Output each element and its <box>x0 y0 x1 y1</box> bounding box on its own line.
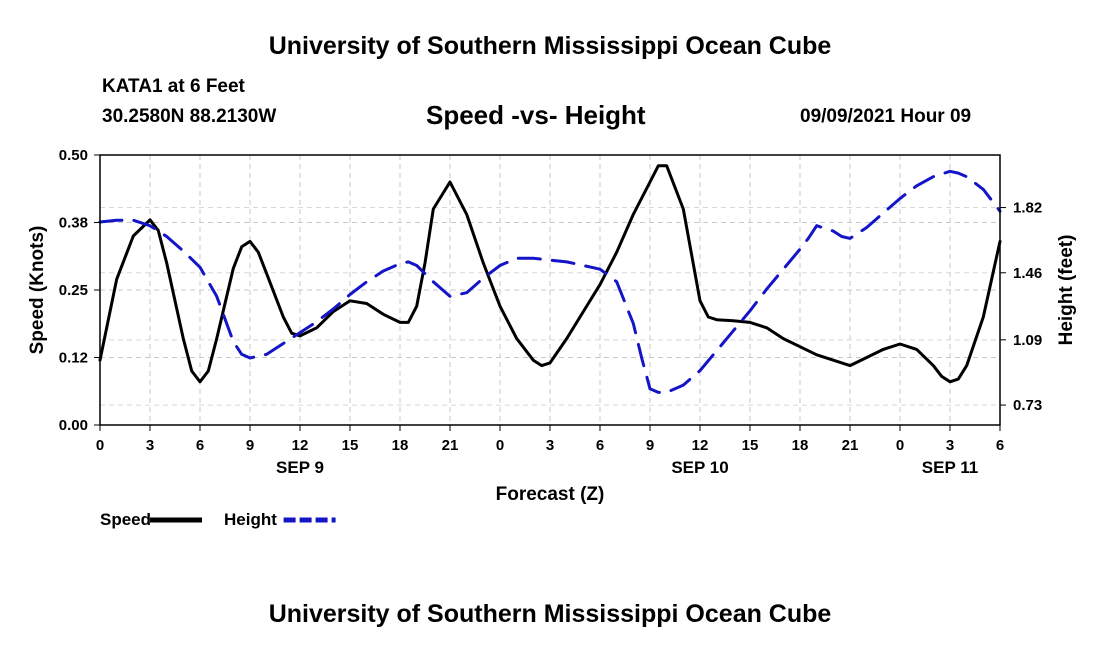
x-tick-label: 15 <box>742 437 759 454</box>
station-label: KATA1 at 6 Feet <box>102 76 245 97</box>
y-left-tick-label: 0.12 <box>59 350 88 367</box>
y-right-tick-label: 1.46 <box>1013 265 1042 282</box>
x-tick-label: 3 <box>946 437 954 454</box>
x-tick-label: 12 <box>292 437 309 454</box>
x-tick-label: 21 <box>442 437 459 454</box>
y-axis-right-label: Height (feet) <box>1056 235 1077 346</box>
x-tick-label: 9 <box>646 437 654 454</box>
x-tick-label: 3 <box>146 437 154 454</box>
y-axis-left-label: Speed (Knots) <box>27 226 48 355</box>
y-right-tick-label: 1.82 <box>1013 200 1042 217</box>
x-tick-label: 0 <box>896 437 904 454</box>
x-tick-label: 0 <box>496 437 504 454</box>
legend-label-height: Height <box>224 510 277 529</box>
series-line-height <box>98 169 1002 394</box>
series-line-speed <box>98 164 1002 384</box>
legend: Speed Height <box>100 510 336 529</box>
day-label: SEP 9 <box>276 458 324 477</box>
coordinates-label: 30.2580N 88.2130W <box>102 106 277 127</box>
x-tick-label: 18 <box>792 437 809 454</box>
y-left-tick-label: 0.38 <box>59 215 88 232</box>
legend-label-speed: Speed <box>100 510 151 529</box>
x-tick-label: 9 <box>246 437 254 454</box>
footer-title: University of Southern Mississippi Ocean… <box>268 600 832 628</box>
x-tick-label: 6 <box>596 437 604 454</box>
day-label: SEP 10 <box>671 458 728 477</box>
x-axis-label: Forecast (Z) <box>496 484 605 505</box>
x-tick-label: 6 <box>196 437 204 454</box>
x-tick-label: 21 <box>842 437 859 454</box>
page-title: University of Southern Mississippi Ocean… <box>268 32 832 60</box>
y-left-tick-label: 0.50 <box>59 147 88 164</box>
x-tick-label: 12 <box>692 437 709 454</box>
series-layer <box>98 164 1002 394</box>
y-right-tick-label: 0.73 <box>1013 397 1042 414</box>
x-tick-label: 18 <box>392 437 409 454</box>
grid <box>100 155 1000 425</box>
y-right-tick-label: 1.09 <box>1013 332 1042 349</box>
day-label: SEP 11 <box>922 458 978 477</box>
x-tick-label: 15 <box>342 437 359 454</box>
x-tick-label: 0 <box>96 437 104 454</box>
x-tick-label: 6 <box>996 437 1004 454</box>
y-left-tick-label: 0.25 <box>59 282 88 299</box>
y-left-tick-label: 0.00 <box>59 417 88 434</box>
x-tick-label: 3 <box>546 437 554 454</box>
ticks: 0 3 6 9 12 15 18 21 0 3 6 9 12 15 18 21 0 3 6 SEP 9 SEP 10 SE… <box>59 147 1042 477</box>
forecast-datetime: 09/09/2021 Hour 09 <box>800 106 972 127</box>
chart-subtitle: Speed -vs- Height <box>426 100 646 130</box>
